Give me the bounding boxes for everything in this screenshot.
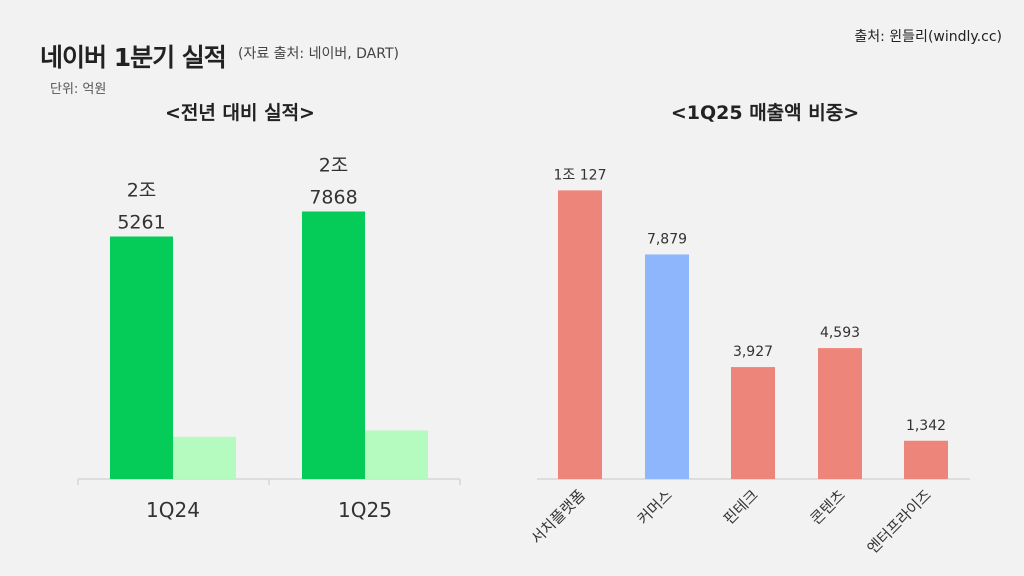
chart1-title: <전년 대비 실적> bbox=[165, 102, 315, 124]
revenue-bar bbox=[302, 211, 365, 479]
segment-value-label: 4,593 bbox=[820, 325, 860, 341]
x-tick-label: 콘텐츠 bbox=[807, 486, 849, 528]
x-tick-label: 서치플랫폼 bbox=[527, 486, 589, 548]
x-tick-label: 커머스 bbox=[634, 486, 676, 528]
chart2-title: <1Q25 매출액 비중> bbox=[670, 102, 860, 124]
bar-label-top: 2조 bbox=[127, 179, 157, 201]
bar-label-value: 5261 bbox=[117, 211, 165, 233]
x-tick-label: 1Q25 bbox=[338, 498, 392, 522]
segment-bar bbox=[904, 440, 948, 479]
unit-label: 단위: 억원 bbox=[50, 82, 107, 97]
bar-label-top: 2조 bbox=[319, 154, 349, 176]
segment-bar bbox=[818, 348, 862, 479]
segment-bar bbox=[645, 254, 689, 479]
segment-value-label: 1조 127 bbox=[554, 167, 607, 183]
segment-value-label: 3,927 bbox=[733, 344, 773, 360]
x-tick-label: 엔터프라이즈 bbox=[864, 486, 935, 557]
segment-bar bbox=[731, 367, 775, 479]
secondary-bar bbox=[173, 436, 236, 479]
source-note: (자료 출처: 네이버, DART) bbox=[238, 46, 399, 62]
segment-value-label: 7,879 bbox=[647, 231, 687, 247]
x-tick-label: 1Q24 bbox=[146, 498, 200, 522]
x-tick-label: 핀테크 bbox=[720, 486, 762, 528]
revenue-bar bbox=[110, 236, 173, 479]
bar-label-value: 7868 bbox=[309, 186, 357, 208]
secondary-bar bbox=[365, 430, 428, 479]
credit-label: 출처: 윈들리(windly.cc) bbox=[854, 29, 1002, 45]
page-title: 네이버 1분기 실적 bbox=[40, 43, 227, 72]
segment-bar bbox=[558, 190, 602, 479]
segment-value-label: 1,342 bbox=[906, 418, 946, 434]
